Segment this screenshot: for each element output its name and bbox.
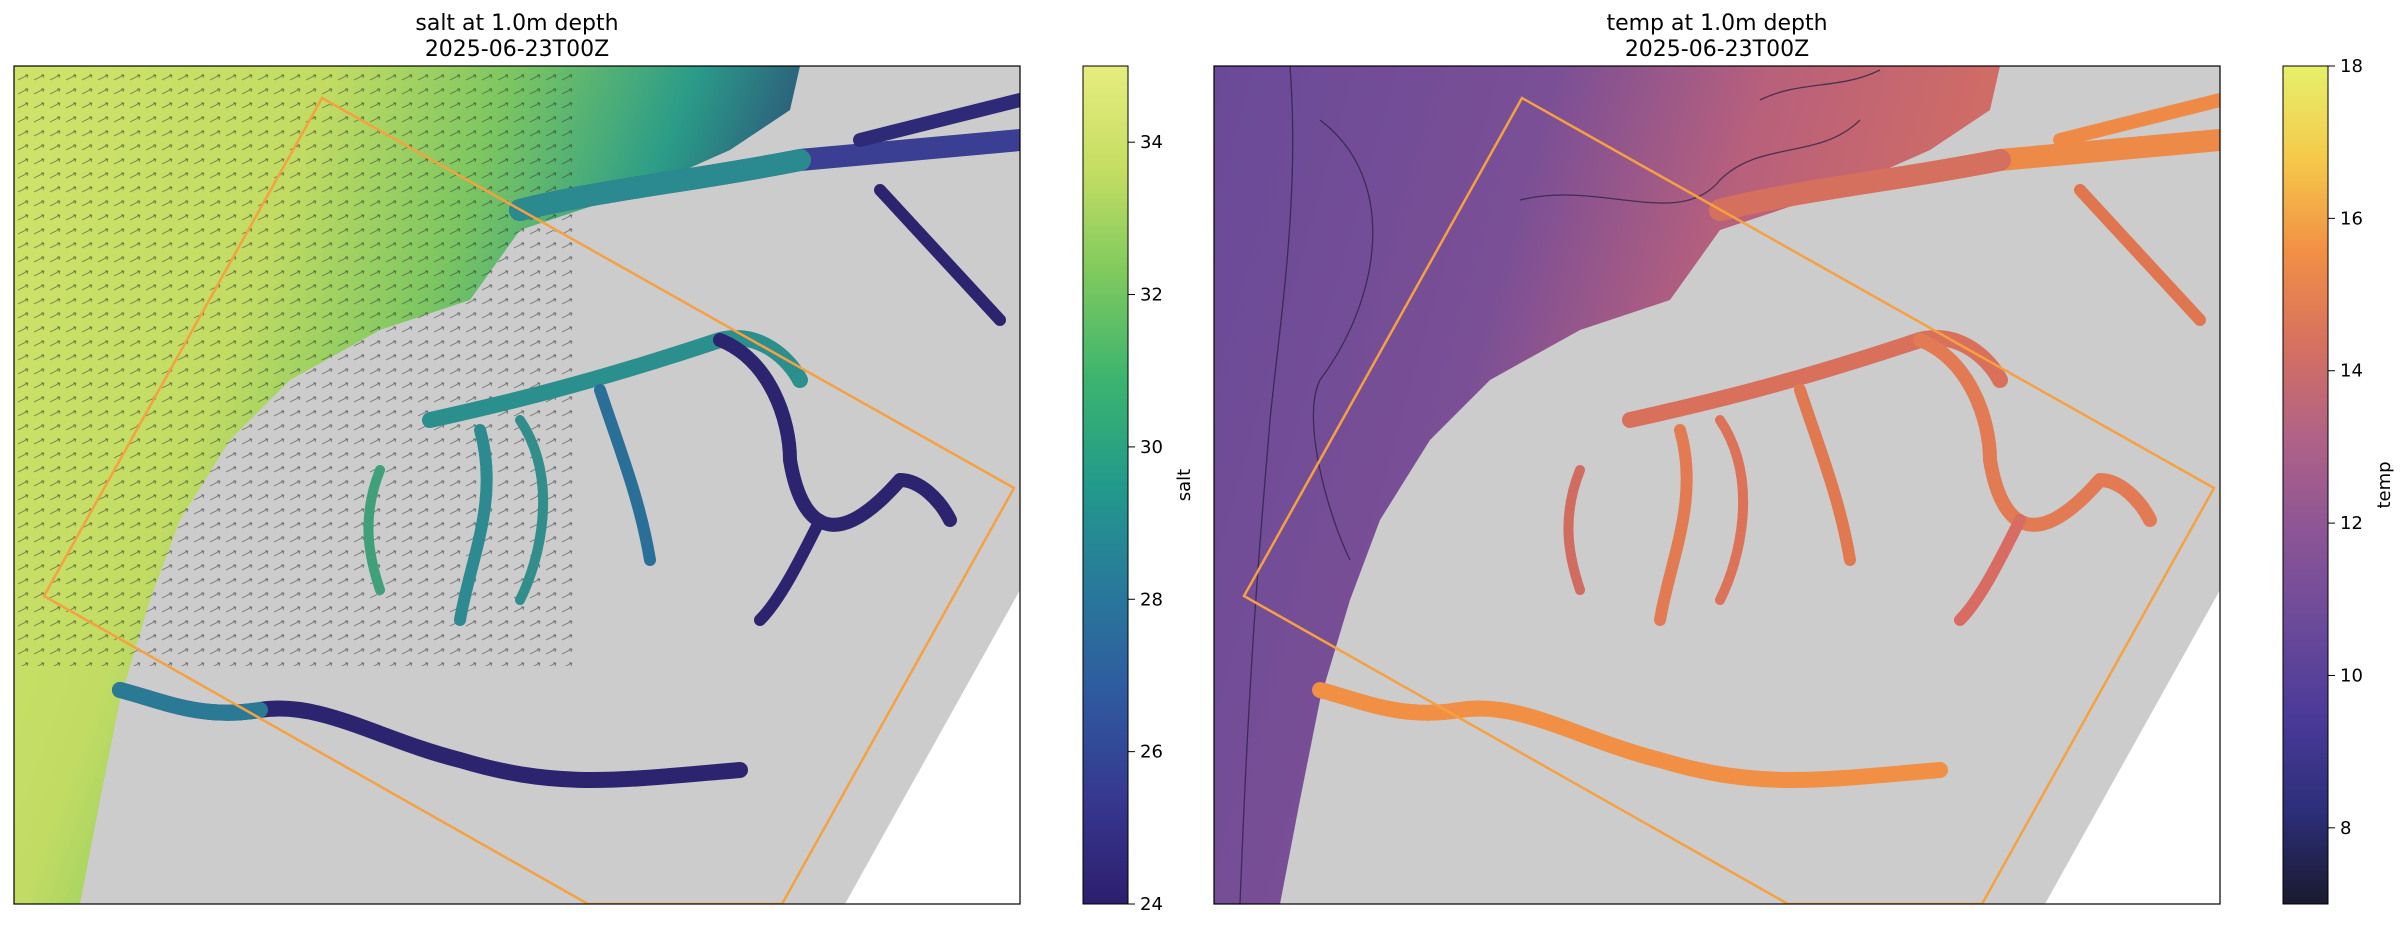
colorbar-tick-label: 10 xyxy=(2340,665,2363,686)
colorbar-tick-label: 34 xyxy=(1140,132,1163,153)
temp-colorbar-ticks: 8 10 12 14 16 18 xyxy=(2328,56,2363,839)
colorbar-tick-label: 14 xyxy=(2340,361,2363,382)
salt-subtitle: 2025-06-23T00Z xyxy=(425,37,609,62)
temp-panel: temp at 1.0m depth 2025-06-23T00Z xyxy=(1213,11,2395,905)
temp-colorbar: 8 10 12 14 16 18 temp xyxy=(2282,56,2395,905)
colorbar-tick-label: 32 xyxy=(1140,285,1163,306)
temp-contours xyxy=(1239,66,1881,904)
salt-axes-frame xyxy=(13,65,1021,905)
temp-open-ocean xyxy=(1214,66,2000,904)
salt-title: salt at 1.0m depth xyxy=(415,11,618,36)
salt-channels xyxy=(112,93,1020,788)
colorbar-tick-label: 28 xyxy=(1140,589,1163,610)
temp-colorbar-label: temp xyxy=(2374,461,2395,508)
colorbar-tick-label: 16 xyxy=(2340,208,2363,229)
colorbar-tick-label: 30 xyxy=(1140,437,1163,458)
salt-colorbar-ticks: 24 26 28 30 32 34 xyxy=(1128,132,1163,915)
salt-colorbar-label: salt xyxy=(1174,469,1195,501)
temp-blank-corner xyxy=(2045,590,2220,904)
colorbar-tick-label: 8 xyxy=(2340,818,2351,839)
colorbar-tick-label: 24 xyxy=(1140,894,1163,915)
temp-subtitle: 2025-06-23T00Z xyxy=(1625,37,1809,62)
temp-domain-outline xyxy=(1242,96,2216,904)
temp-colorbar-bar xyxy=(2282,65,2329,905)
colorbar-tick-label: 26 xyxy=(1140,742,1163,763)
salt-panel: salt at 1.0m depth 2025-06-23T00Z xyxy=(13,11,1195,915)
salt-blank-corner xyxy=(845,590,1020,904)
salt-colorbar: 24 26 28 30 32 34 salt xyxy=(1082,65,1195,915)
colorbar-tick-label: 18 xyxy=(2340,56,2363,77)
temp-axes-frame xyxy=(1213,65,2221,905)
temp-title: temp at 1.0m depth xyxy=(1606,11,1827,36)
salt-domain-outline xyxy=(42,96,1016,904)
colorbar-tick-label: 12 xyxy=(2340,513,2363,534)
salt-colorbar-bar xyxy=(1082,65,1129,905)
